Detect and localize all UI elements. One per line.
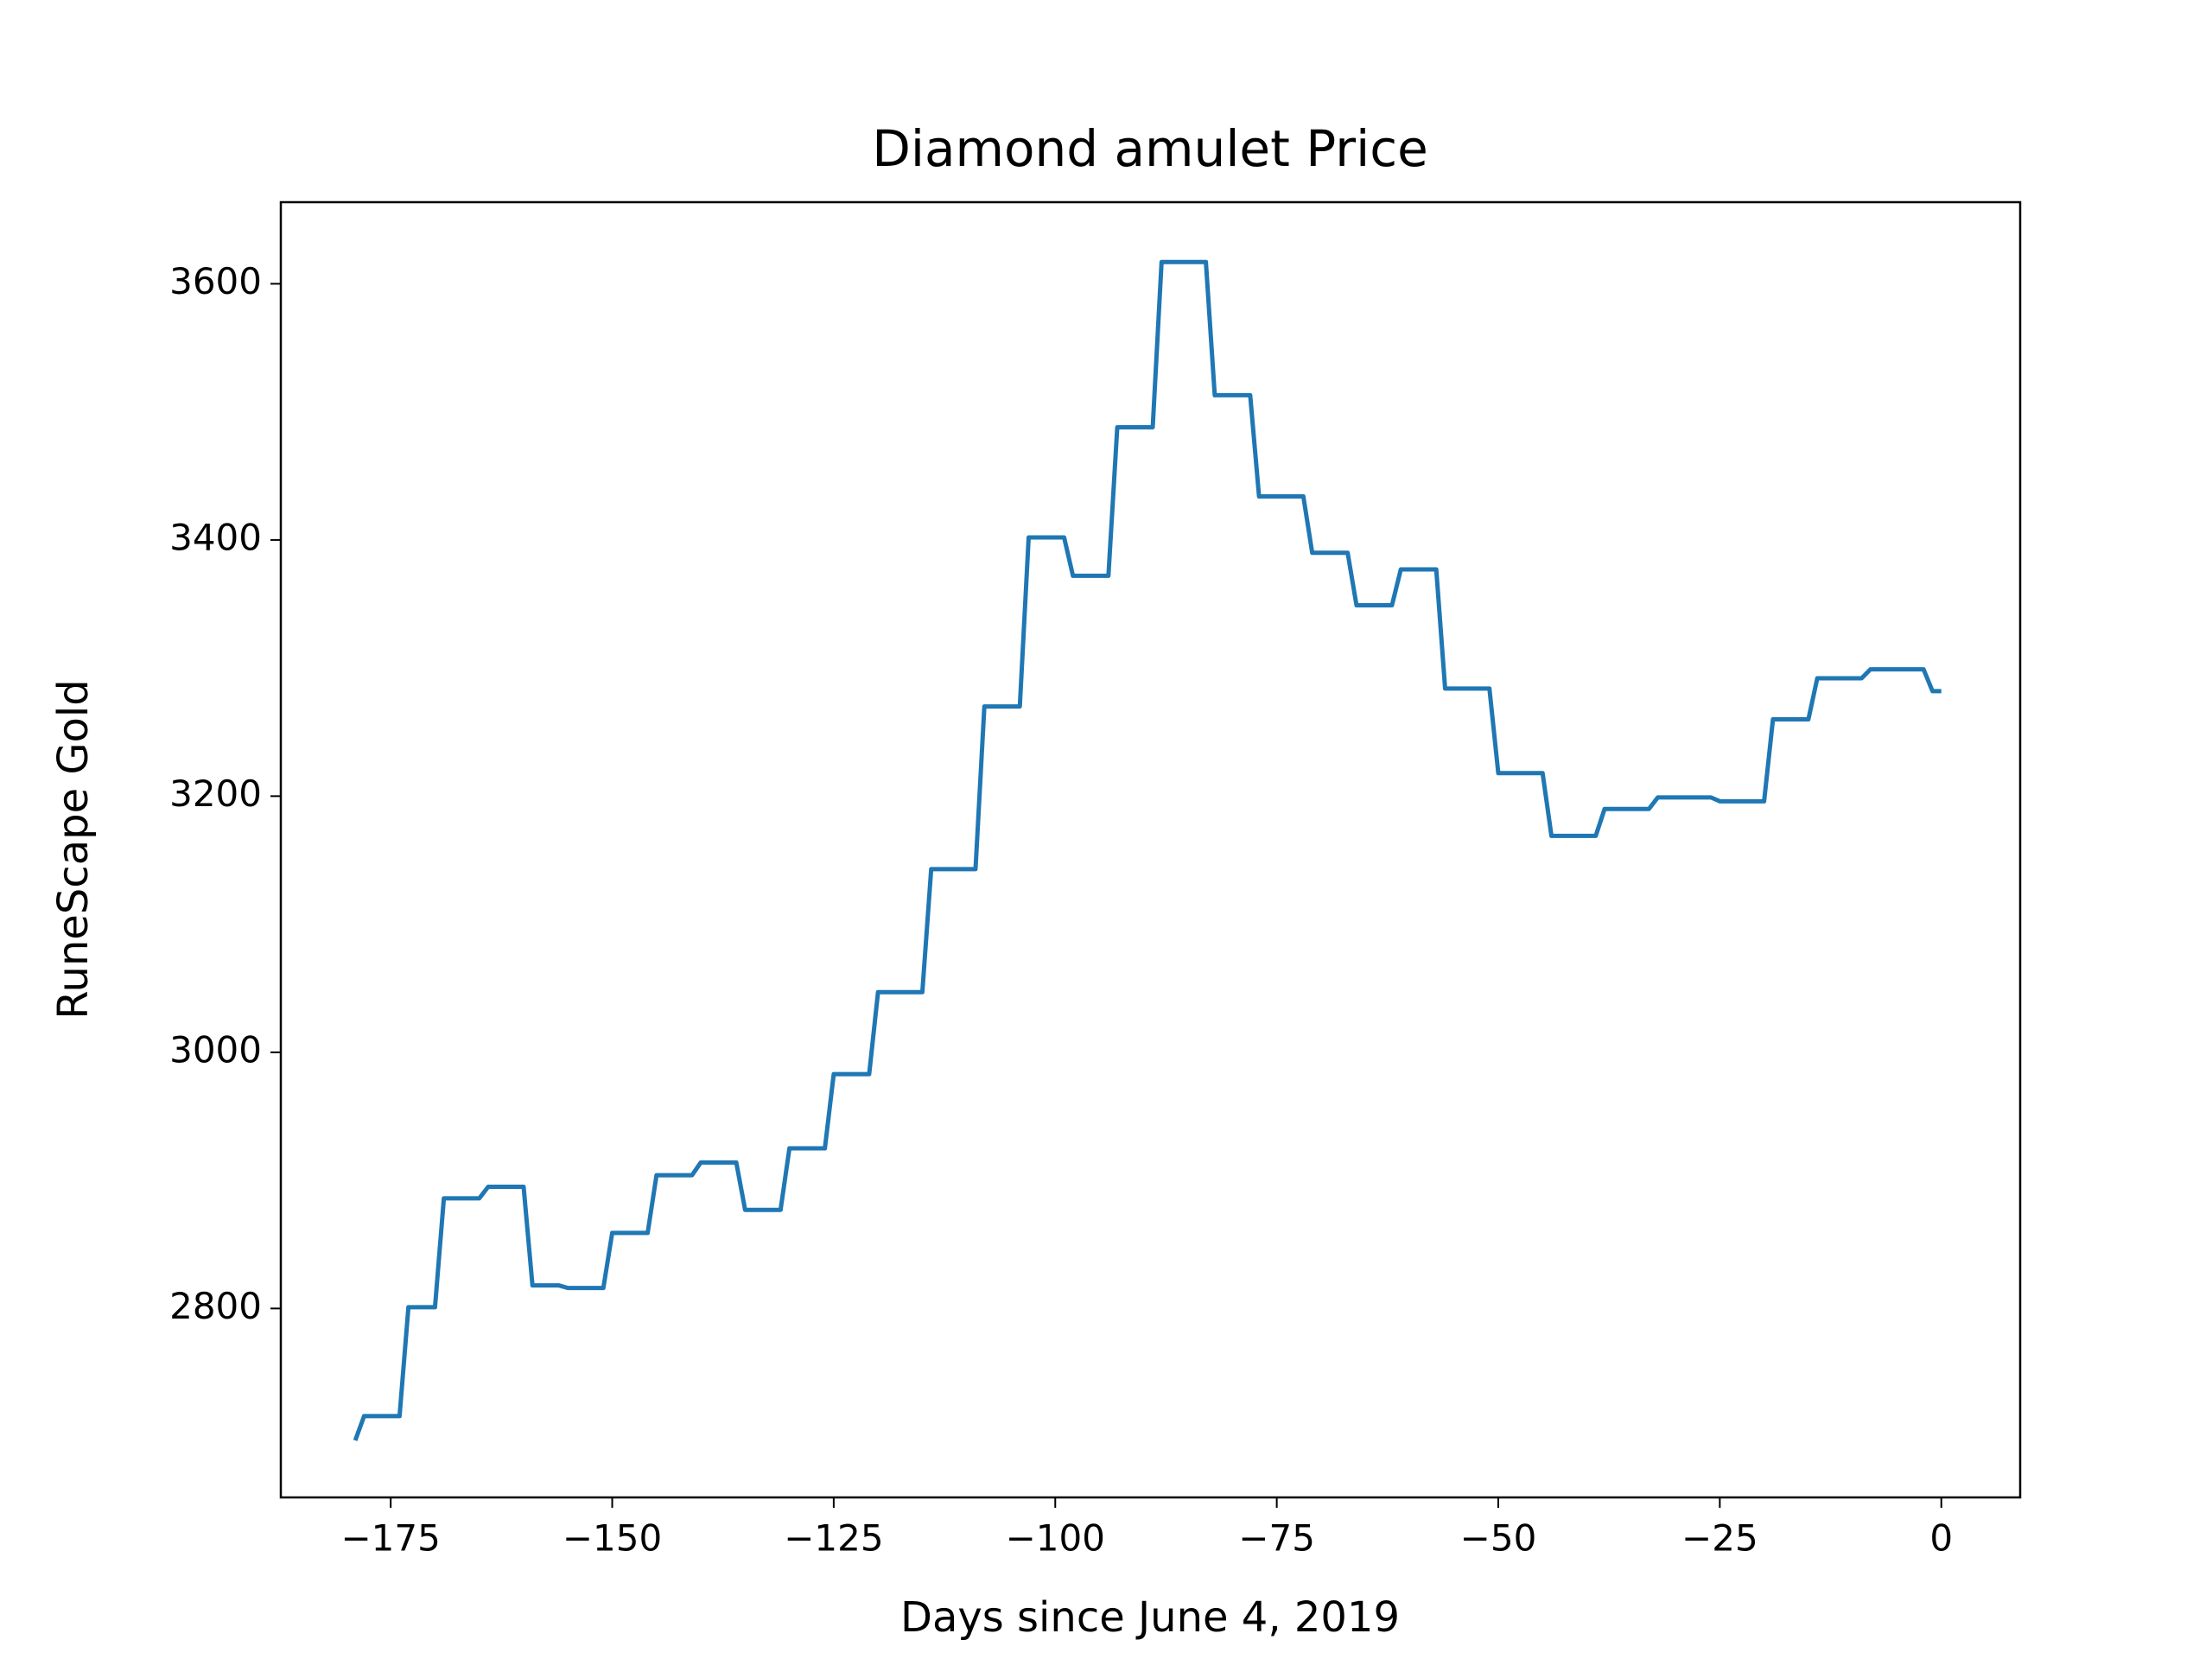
x-axis-label: Days since June 4, 2019 <box>900 1593 1400 1642</box>
chart-title: Diamond amulet Price <box>872 119 1428 178</box>
x-tick-label: 0 <box>1929 1517 1953 1560</box>
plot-frame <box>279 200 2022 1499</box>
y-axis-label: RuneScape Gold <box>49 679 98 1019</box>
x-tick-label: −50 <box>1460 1517 1537 1560</box>
x-tick-label: −125 <box>784 1517 883 1560</box>
x-tick-label: −75 <box>1238 1517 1315 1560</box>
y-tick-label: 3600 <box>169 260 262 302</box>
price-line <box>353 259 1942 1441</box>
x-tick-label: −150 <box>563 1517 662 1560</box>
x-tick-label: −25 <box>1681 1517 1758 1560</box>
x-tick-label: −100 <box>1006 1517 1105 1560</box>
y-tick-label: 3200 <box>169 772 262 815</box>
y-tick-label: 3400 <box>169 516 262 558</box>
y-tick-label: 2800 <box>169 1285 262 1327</box>
x-tick-label: −175 <box>340 1517 440 1560</box>
y-tick-label: 3000 <box>169 1028 262 1071</box>
